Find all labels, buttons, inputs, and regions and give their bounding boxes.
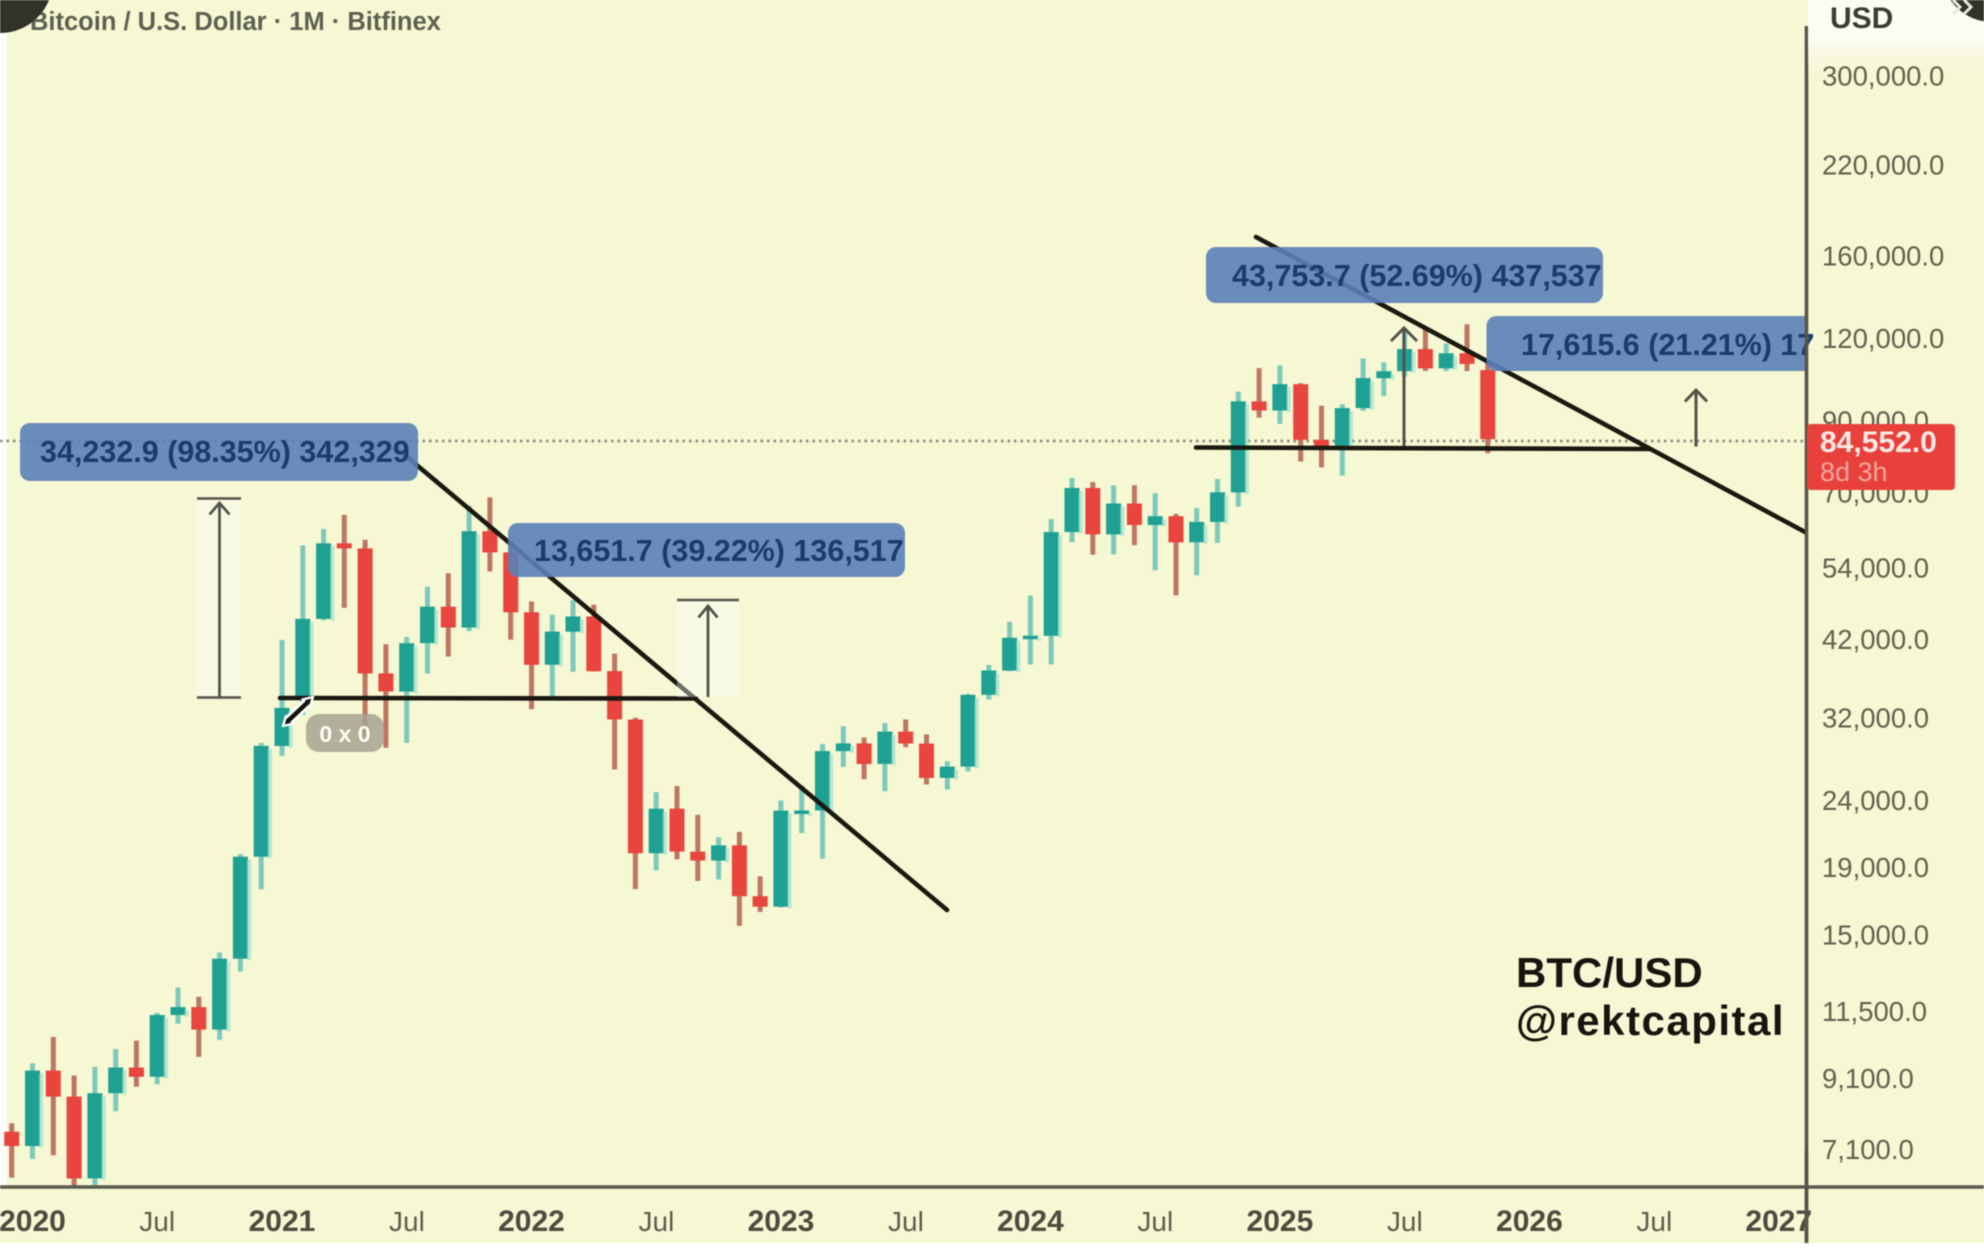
svg-text:17,615.6 (21.21%) 17: 17,615.6 (21.21%) 17 bbox=[1521, 328, 1814, 362]
svg-text:300,000.0: 300,000.0 bbox=[1822, 61, 1944, 92]
svg-text:220,000.0: 220,000.0 bbox=[1822, 149, 1944, 180]
svg-text:120,000.0: 120,000.0 bbox=[1822, 323, 1944, 354]
svg-text:2026: 2026 bbox=[1496, 1205, 1563, 1238]
svg-text:USD: USD bbox=[1830, 2, 1893, 35]
svg-text:15,000.0: 15,000.0 bbox=[1822, 920, 1929, 951]
svg-text:24,000.0: 24,000.0 bbox=[1822, 785, 1929, 816]
svg-text:Jul: Jul bbox=[1387, 1206, 1423, 1237]
svg-text:2022: 2022 bbox=[498, 1205, 565, 1238]
svg-text:9,100.0: 9,100.0 bbox=[1822, 1063, 1914, 1094]
svg-text:Jul: Jul bbox=[389, 1206, 425, 1237]
svg-text:2023: 2023 bbox=[748, 1205, 815, 1238]
svg-text:8d 3h: 8d 3h bbox=[1820, 457, 1888, 487]
svg-text:Jul: Jul bbox=[888, 1206, 924, 1237]
svg-text:19,000.0: 19,000.0 bbox=[1822, 852, 1929, 883]
svg-text:Jul: Jul bbox=[1137, 1206, 1173, 1237]
svg-text:34,232.9 (98.35%) 342,329: 34,232.9 (98.35%) 342,329 bbox=[40, 435, 410, 469]
svg-text:2020: 2020 bbox=[0, 1205, 66, 1238]
svg-text:13,651.7 (39.22%) 136,517: 13,651.7 (39.22%) 136,517 bbox=[534, 534, 904, 568]
svg-text:43,753.7 (52.69%) 437,537: 43,753.7 (52.69%) 437,537 bbox=[1232, 259, 1602, 293]
svg-text:54,000.0: 54,000.0 bbox=[1822, 552, 1929, 583]
svg-text:BTC/USD: BTC/USD bbox=[1516, 949, 1703, 996]
svg-text:32,000.0: 32,000.0 bbox=[1822, 702, 1929, 733]
svg-text:Jul: Jul bbox=[639, 1206, 675, 1237]
svg-text:Bitcoin / U.S. Dollar · 1M · B: Bitcoin / U.S. Dollar · 1M · Bitfinex bbox=[30, 8, 441, 36]
svg-text:Jul: Jul bbox=[1636, 1206, 1672, 1237]
svg-text:11,500.0: 11,500.0 bbox=[1822, 996, 1927, 1027]
svg-text:2025: 2025 bbox=[1247, 1205, 1314, 1238]
svg-text:160,000.0: 160,000.0 bbox=[1822, 241, 1944, 272]
svg-text:84,552.0: 84,552.0 bbox=[1820, 426, 1937, 459]
svg-text:@rektcapital: @rektcapital bbox=[1516, 997, 1785, 1044]
svg-text:2027: 2027 bbox=[1745, 1205, 1812, 1238]
svg-text:7,100.0: 7,100.0 bbox=[1822, 1134, 1914, 1165]
svg-text:0 x 0: 0 x 0 bbox=[319, 721, 370, 747]
svg-text:2024: 2024 bbox=[997, 1205, 1064, 1238]
svg-text:Jul: Jul bbox=[139, 1206, 175, 1237]
svg-text:42,000.0: 42,000.0 bbox=[1822, 624, 1929, 655]
svg-text:2021: 2021 bbox=[249, 1205, 316, 1238]
